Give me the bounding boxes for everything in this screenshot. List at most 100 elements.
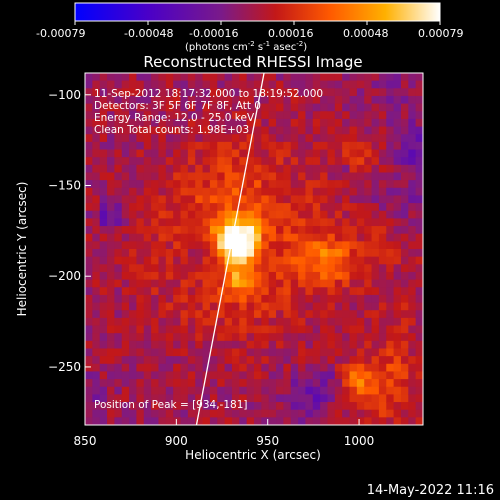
heatmap-cell — [121, 287, 130, 296]
heatmap-cell — [99, 371, 108, 380]
heatmap-cell — [217, 134, 226, 143]
heatmap-cell — [371, 241, 380, 250]
heatmap-cell — [231, 363, 240, 373]
heatmap-cell — [239, 409, 248, 418]
heatmap-cell — [276, 126, 284, 135]
y-axis-ticks: −100−150−200−250 — [48, 88, 91, 374]
heatmap-cell — [202, 233, 211, 242]
heatmap-cell — [173, 379, 182, 388]
heatmap-cell — [151, 141, 160, 151]
heatmap-cell — [195, 371, 204, 380]
heatmap-cell — [356, 340, 365, 350]
heatmap-cell — [356, 409, 365, 418]
heatmap-cell — [312, 417, 321, 425]
heatmap-cell — [180, 172, 189, 181]
heatmap-cell — [165, 264, 174, 273]
heatmap-cell — [327, 73, 336, 82]
heatmap-cell — [195, 233, 204, 242]
heatmap-cell — [349, 88, 358, 97]
heatmap-cell — [180, 126, 189, 135]
heatmap-cell — [254, 80, 262, 89]
heatmap-cell — [393, 256, 402, 265]
heatmap-cell — [165, 157, 174, 166]
heatmap-cell — [334, 294, 343, 304]
heatmap-cell — [364, 73, 373, 82]
heatmap-cell — [312, 149, 321, 158]
heatmap-cell — [129, 271, 138, 281]
heatmap-cell — [107, 249, 115, 258]
heatmap-cell — [415, 402, 423, 411]
heatmap-cell — [231, 180, 240, 189]
heatmap-cell — [99, 241, 108, 250]
heatmap-cell — [386, 256, 395, 265]
heatmap-cell — [136, 379, 145, 388]
heatmap-cell — [334, 149, 343, 158]
heatmap-cell — [85, 203, 93, 212]
heatmap-cell — [386, 95, 395, 105]
heatmap-cell — [327, 271, 336, 281]
heatmap-cell — [349, 409, 358, 418]
heatmap-cell — [202, 172, 211, 181]
heatmap-cell — [246, 241, 255, 250]
heatmap-cell — [342, 80, 351, 89]
heatmap-cell — [158, 340, 167, 350]
heatmap-cell — [261, 294, 270, 304]
heatmap-cell — [224, 279, 233, 288]
heatmap-cell — [158, 271, 167, 281]
heatmap-cell — [209, 218, 218, 227]
heatmap-cell — [143, 340, 152, 350]
heatmap-cell — [334, 187, 343, 197]
heatmap-cell — [187, 187, 196, 197]
heatmap-cell — [129, 126, 138, 135]
heatmap-cell — [173, 218, 182, 227]
heatmap-cell — [378, 88, 387, 97]
heatmap-cell — [165, 379, 174, 388]
heatmap-cell — [364, 95, 373, 105]
heatmap-cell — [364, 310, 373, 319]
heatmap-cell — [107, 241, 115, 250]
heatmap-cell — [209, 287, 218, 296]
heatmap-cell — [99, 302, 108, 311]
heatmap-cell — [187, 386, 196, 395]
heatmap-cell — [408, 333, 417, 342]
heatmap-cell — [334, 241, 343, 250]
heatmap-cell — [290, 226, 299, 235]
heatmap-cell — [231, 310, 240, 319]
heatmap-cell — [415, 149, 423, 158]
heatmap-cell — [246, 95, 255, 105]
heatmap-cell — [400, 126, 409, 135]
heatmap-cell — [239, 195, 248, 204]
heatmap-cell — [276, 149, 284, 158]
heatmap-cell — [136, 417, 145, 425]
heatmap-cell — [151, 95, 160, 105]
heatmap-cell — [195, 210, 204, 219]
heatmap-cell — [246, 264, 255, 273]
heatmap-cell — [334, 195, 343, 204]
heatmap-cell — [290, 317, 299, 327]
heatmap-cell — [136, 218, 145, 227]
heatmap-cell — [195, 325, 204, 334]
heatmap-cell — [334, 80, 343, 89]
heatmap-cell — [371, 317, 380, 327]
heatmap-cell — [371, 256, 380, 265]
heatmap-cell — [173, 195, 182, 204]
heatmap-cell — [408, 195, 417, 204]
heatmap-cell — [400, 73, 409, 82]
heatmap-cell — [415, 310, 423, 319]
heatmap-cell — [114, 371, 123, 380]
heatmap-cell — [246, 80, 255, 89]
heatmap-cell — [342, 371, 351, 380]
heatmap-cell — [408, 409, 417, 418]
heatmap-cell — [217, 310, 226, 319]
heatmap-cell — [180, 348, 189, 357]
heatmap-cell — [349, 157, 358, 166]
heatmap-cell — [298, 394, 307, 403]
heatmap-cell — [305, 256, 314, 265]
heatmap-cell — [393, 409, 402, 418]
heatmap-cell — [327, 233, 336, 242]
heatmap-cell — [312, 394, 321, 403]
heatmap-cell — [386, 233, 395, 242]
heatmap-cell — [400, 279, 409, 288]
heatmap-cell — [356, 111, 365, 120]
heatmap-cell — [129, 333, 138, 342]
